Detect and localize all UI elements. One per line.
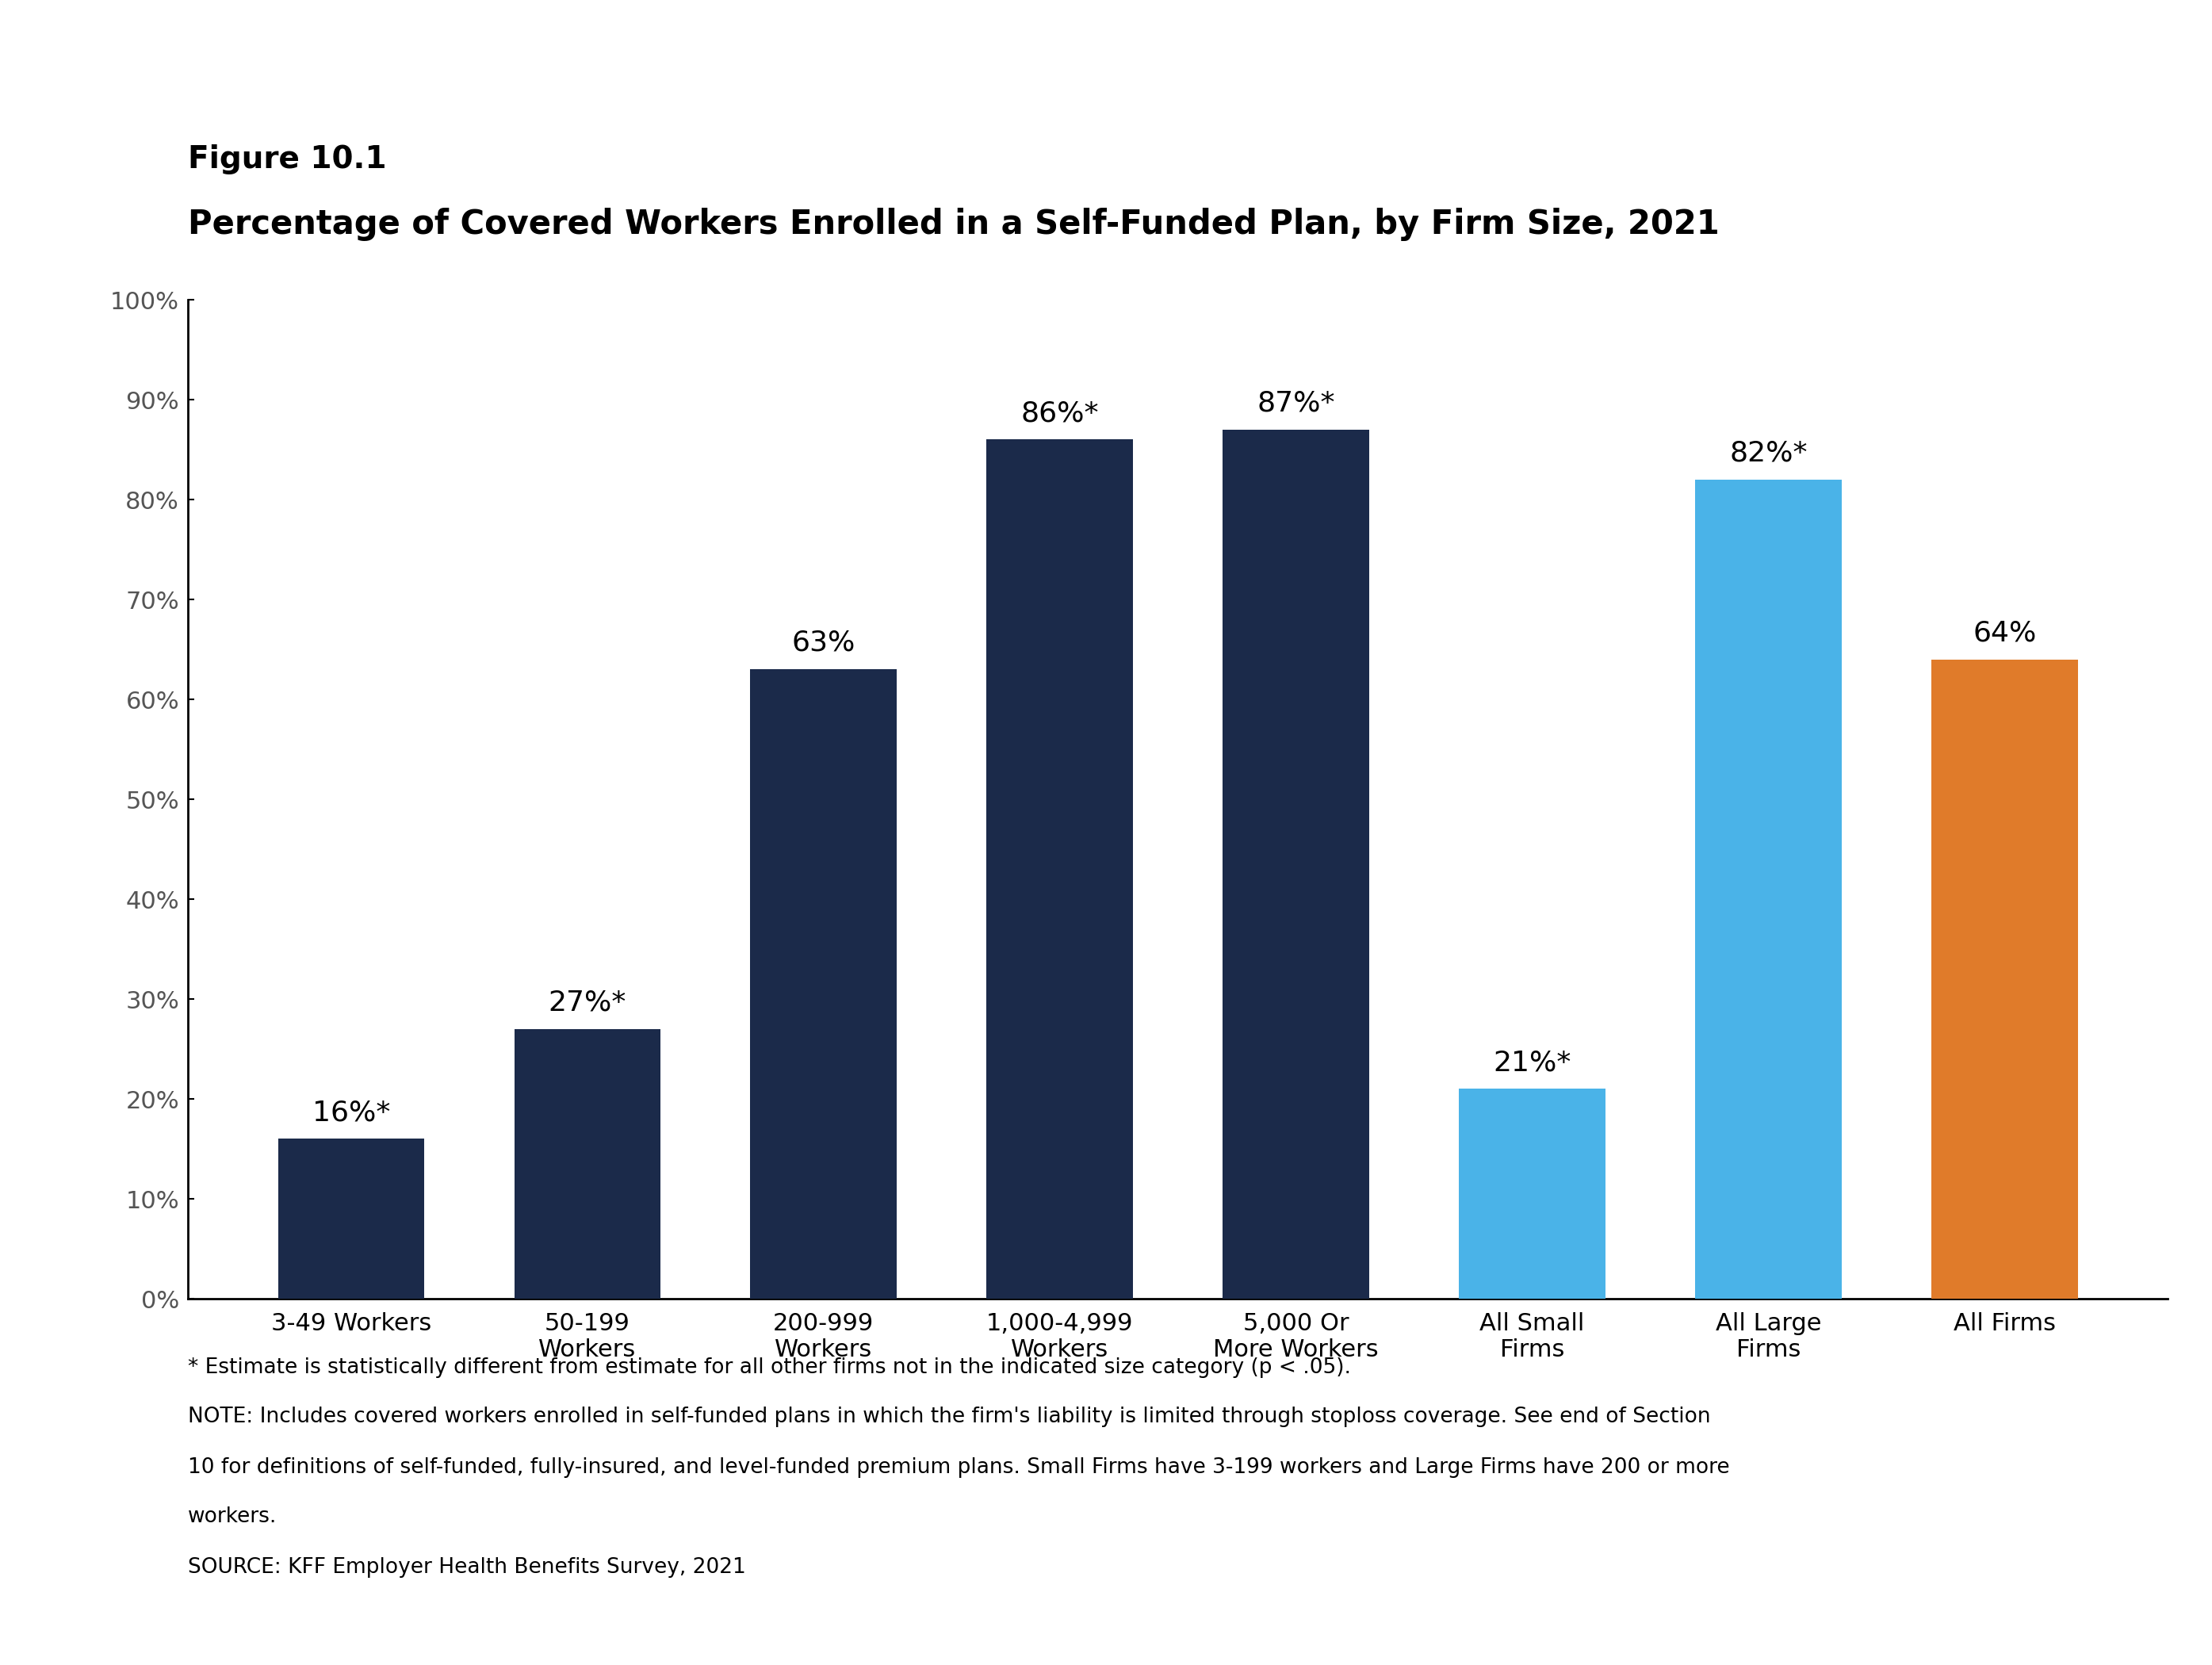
Text: 16%*: 16%*	[312, 1099, 389, 1126]
Bar	[750, 669, 896, 1299]
Bar	[1694, 480, 1843, 1299]
Text: 64%: 64%	[1973, 619, 2037, 646]
Text: 82%*: 82%*	[1730, 440, 1807, 466]
Text: 21%*: 21%*	[1493, 1049, 1571, 1076]
Text: workers.: workers.	[188, 1507, 276, 1527]
Text: 87%*: 87%*	[1256, 390, 1336, 416]
Text: 86%*: 86%*	[1020, 400, 1099, 426]
Text: 27%*: 27%*	[549, 989, 626, 1016]
Text: 63%: 63%	[792, 629, 856, 656]
Bar	[513, 1029, 661, 1299]
Text: SOURCE: KFF Employer Health Benefits Survey, 2021: SOURCE: KFF Employer Health Benefits Sur…	[188, 1557, 745, 1577]
Bar	[1223, 430, 1369, 1299]
Text: 10 for definitions of self-funded, fully-insured, and level-funded premium plans: 10 for definitions of self-funded, fully…	[188, 1457, 1730, 1477]
Bar	[1931, 659, 2077, 1299]
Text: Figure 10.1: Figure 10.1	[188, 145, 387, 175]
Bar	[1460, 1089, 1606, 1299]
Text: Percentage of Covered Workers Enrolled in a Self-Funded Plan, by Firm Size, 2021: Percentage of Covered Workers Enrolled i…	[188, 208, 1719, 241]
Text: NOTE: Includes covered workers enrolled in self-funded plans in which the firm's: NOTE: Includes covered workers enrolled …	[188, 1407, 1710, 1427]
Bar	[987, 440, 1133, 1299]
Bar	[279, 1139, 425, 1299]
Text: * Estimate is statistically different from estimate for all other firms not in t: * Estimate is statistically different fr…	[188, 1357, 1352, 1377]
